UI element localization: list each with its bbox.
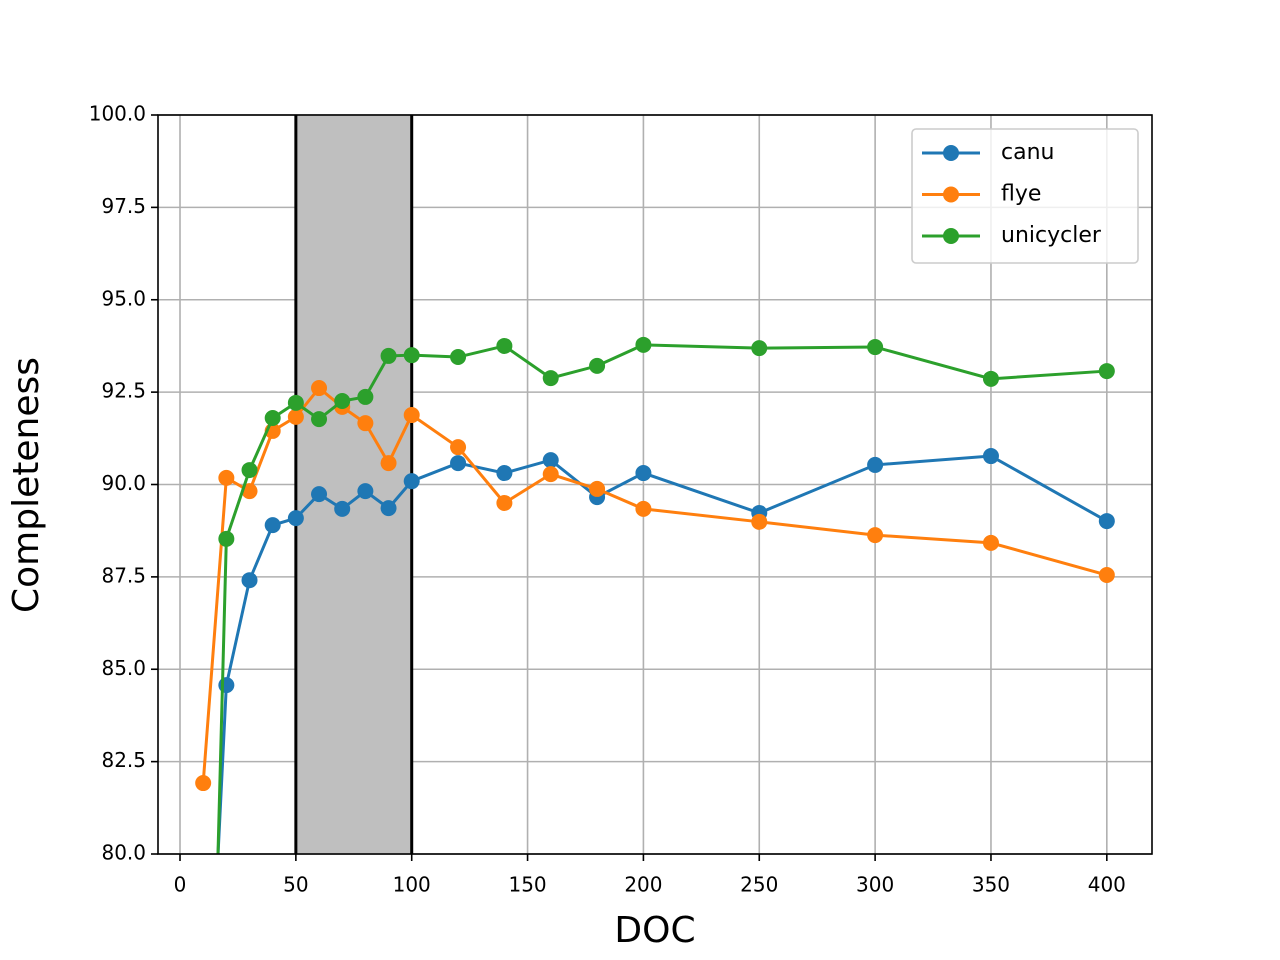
data-point <box>867 527 884 544</box>
data-point <box>450 439 467 456</box>
data-point <box>311 380 328 397</box>
data-point <box>867 456 884 473</box>
data-point <box>357 388 374 405</box>
data-point <box>241 572 258 589</box>
x-tick-label: 50 <box>283 873 308 897</box>
data-point <box>380 500 397 517</box>
x-axis-label: DOC <box>614 910 695 951</box>
data-point <box>380 347 397 364</box>
legend-marker <box>943 145 959 161</box>
x-tick-label: 200 <box>624 873 662 897</box>
y-tick-label: 85.0 <box>101 656 146 680</box>
data-point <box>334 392 351 409</box>
data-point <box>357 415 374 432</box>
data-point <box>450 455 467 472</box>
data-point <box>403 347 420 364</box>
legend-marker <box>943 228 959 244</box>
data-point <box>287 408 304 425</box>
x-tick-label: 0 <box>174 873 187 897</box>
y-tick-label: 90.0 <box>101 471 146 495</box>
data-point <box>635 465 652 482</box>
data-point <box>311 411 328 428</box>
x-tick-label: 350 <box>972 873 1010 897</box>
data-point <box>264 409 281 426</box>
y-tick-label: 92.5 <box>101 379 146 403</box>
y-axis-label: Completeness <box>6 357 47 613</box>
data-point <box>264 517 281 534</box>
plot-area <box>195 336 1115 854</box>
legend-label: canu <box>1001 140 1054 165</box>
data-point <box>1098 513 1115 530</box>
highlight-span <box>295 115 412 854</box>
data-point <box>496 494 513 511</box>
data-point <box>241 483 258 500</box>
data-point <box>287 510 304 527</box>
x-tick-label: 100 <box>393 873 431 897</box>
data-point <box>542 452 559 469</box>
legend-label: unicycler <box>1001 223 1102 248</box>
data-point <box>542 466 559 483</box>
data-point <box>380 455 397 472</box>
y-tick-label: 82.5 <box>101 748 146 772</box>
data-point <box>218 677 235 694</box>
x-tick-label: 250 <box>740 873 778 897</box>
data-point <box>357 483 374 500</box>
data-point <box>751 340 768 357</box>
data-point <box>403 407 420 424</box>
data-point <box>867 339 884 356</box>
data-point <box>982 534 999 551</box>
data-point <box>589 357 606 374</box>
legend-box <box>911 128 1139 264</box>
data-point <box>635 500 652 517</box>
data-point <box>542 370 559 387</box>
data-point <box>635 336 652 353</box>
data-point <box>589 480 606 497</box>
y-tick-label: 87.5 <box>101 563 146 587</box>
data-point <box>982 370 999 387</box>
data-point <box>496 465 513 482</box>
data-point <box>751 513 768 530</box>
data-point <box>1098 567 1115 584</box>
y-tick-label: 95.0 <box>101 286 146 310</box>
legend-marker <box>943 186 959 203</box>
data-point <box>195 775 212 792</box>
data-point <box>1098 363 1115 380</box>
x-tick-label: 150 <box>508 873 546 897</box>
data-point <box>218 469 235 486</box>
axes-frame <box>157 114 1153 855</box>
data-point <box>334 500 351 517</box>
data-point <box>287 394 304 411</box>
legend-label: flye <box>1001 182 1041 207</box>
data-point <box>218 530 235 547</box>
y-tick-label: 100.0 <box>89 102 146 126</box>
data-point <box>450 349 467 366</box>
y-tick-label: 80.0 <box>101 841 146 865</box>
data-point <box>241 462 258 479</box>
data-point <box>982 448 999 465</box>
x-tick-label: 400 <box>1088 873 1126 897</box>
x-tick-label: 300 <box>856 873 894 897</box>
y-tick-label: 97.5 <box>101 194 146 218</box>
data-point <box>403 473 420 490</box>
data-point <box>311 486 328 503</box>
data-point <box>496 337 513 354</box>
